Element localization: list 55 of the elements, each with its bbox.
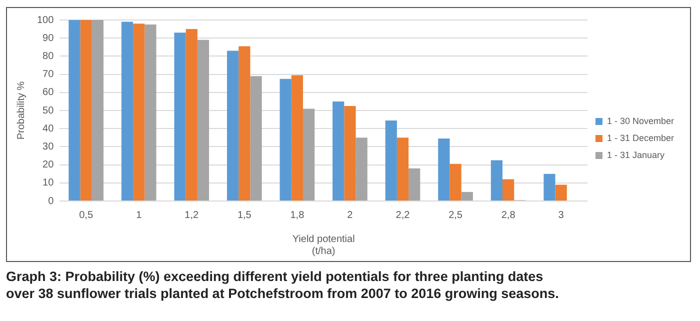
legend-label: 1 - 31 January	[606, 150, 666, 160]
y-tick-label: 40	[42, 123, 54, 134]
bar	[68, 20, 80, 200]
bar	[121, 22, 134, 200]
bar	[226, 50, 239, 200]
bar	[408, 168, 420, 200]
bar	[490, 160, 502, 200]
bar	[344, 106, 356, 200]
bar	[396, 138, 409, 200]
bar	[555, 184, 567, 200]
bar	[302, 108, 315, 200]
y-tick-label: 80	[42, 50, 54, 62]
bar	[92, 20, 104, 200]
bar	[250, 76, 262, 200]
x-tick-label: 2	[347, 210, 354, 221]
bar	[186, 29, 198, 200]
x-tick-label: 3	[558, 210, 564, 221]
bar	[461, 192, 473, 200]
y-tick-label: 20	[42, 160, 54, 171]
y-tick-label: 0	[48, 196, 54, 207]
x-tick-label: 1,8	[290, 210, 305, 221]
x-tick-label: 0,5	[79, 210, 94, 221]
bar	[144, 24, 156, 200]
bar	[291, 75, 303, 200]
bar	[385, 120, 397, 200]
y-tick-label: 30	[42, 141, 54, 152]
x-axis-title: Yield potential (t/ha)	[292, 234, 355, 257]
x-tick-label: 1,2	[184, 210, 200, 221]
y-tick-label: 70	[42, 69, 54, 80]
bar	[544, 174, 556, 200]
x-tick-label: 2,8	[501, 210, 516, 221]
bar	[502, 179, 514, 200]
bar	[356, 138, 368, 200]
y-tick-label: 10	[42, 178, 54, 189]
legend-label: 1 - 31 December	[606, 132, 674, 143]
x-tick-label: 1	[136, 210, 142, 221]
bar	[450, 164, 462, 200]
bar	[238, 46, 250, 200]
x-tick-label: 2,5	[448, 210, 463, 221]
bar	[133, 24, 145, 200]
y-tick-label: 50	[42, 105, 54, 116]
y-tick-label: 60	[42, 87, 54, 98]
caption: Graph 3: Probability (%) exceeding different yield potentials for three planting dates over 38 sunflower trials planted at Potchefstroom from 2007 to 2016 growing seasons.	[6, 268, 560, 302]
legend-label: 1 - 30 November	[606, 116, 674, 126]
bar	[332, 101, 344, 200]
y-tick-label: 100	[36, 14, 54, 26]
x-tick-label: 2,2	[396, 210, 410, 221]
y-axis-title: Probability %	[16, 81, 27, 140]
bar	[280, 78, 292, 200]
bar	[438, 138, 450, 200]
bar	[174, 32, 186, 200]
bar	[197, 40, 210, 200]
bar	[80, 20, 92, 200]
y-tick-label: 90	[42, 32, 54, 44]
x-tick-label: 1,5	[237, 210, 252, 221]
